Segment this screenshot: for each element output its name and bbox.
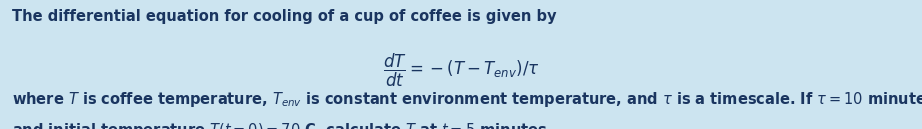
Text: and initial temperature $T(t=0) = 70$ C, calculate $T$ at $t = 5$ minutes.: and initial temperature $T(t=0) = 70$ C,… (12, 121, 552, 129)
Text: where $T$ is coffee temperature, $T_{env}$ is constant environment temperature, : where $T$ is coffee temperature, $T_{env… (12, 90, 922, 109)
Text: $\dfrac{dT}{dt} = -(T - T_{env})/\tau$: $\dfrac{dT}{dt} = -(T - T_{env})/\tau$ (383, 52, 539, 89)
Text: The differential equation for cooling of a cup of coffee is given by: The differential equation for cooling of… (12, 9, 557, 24)
